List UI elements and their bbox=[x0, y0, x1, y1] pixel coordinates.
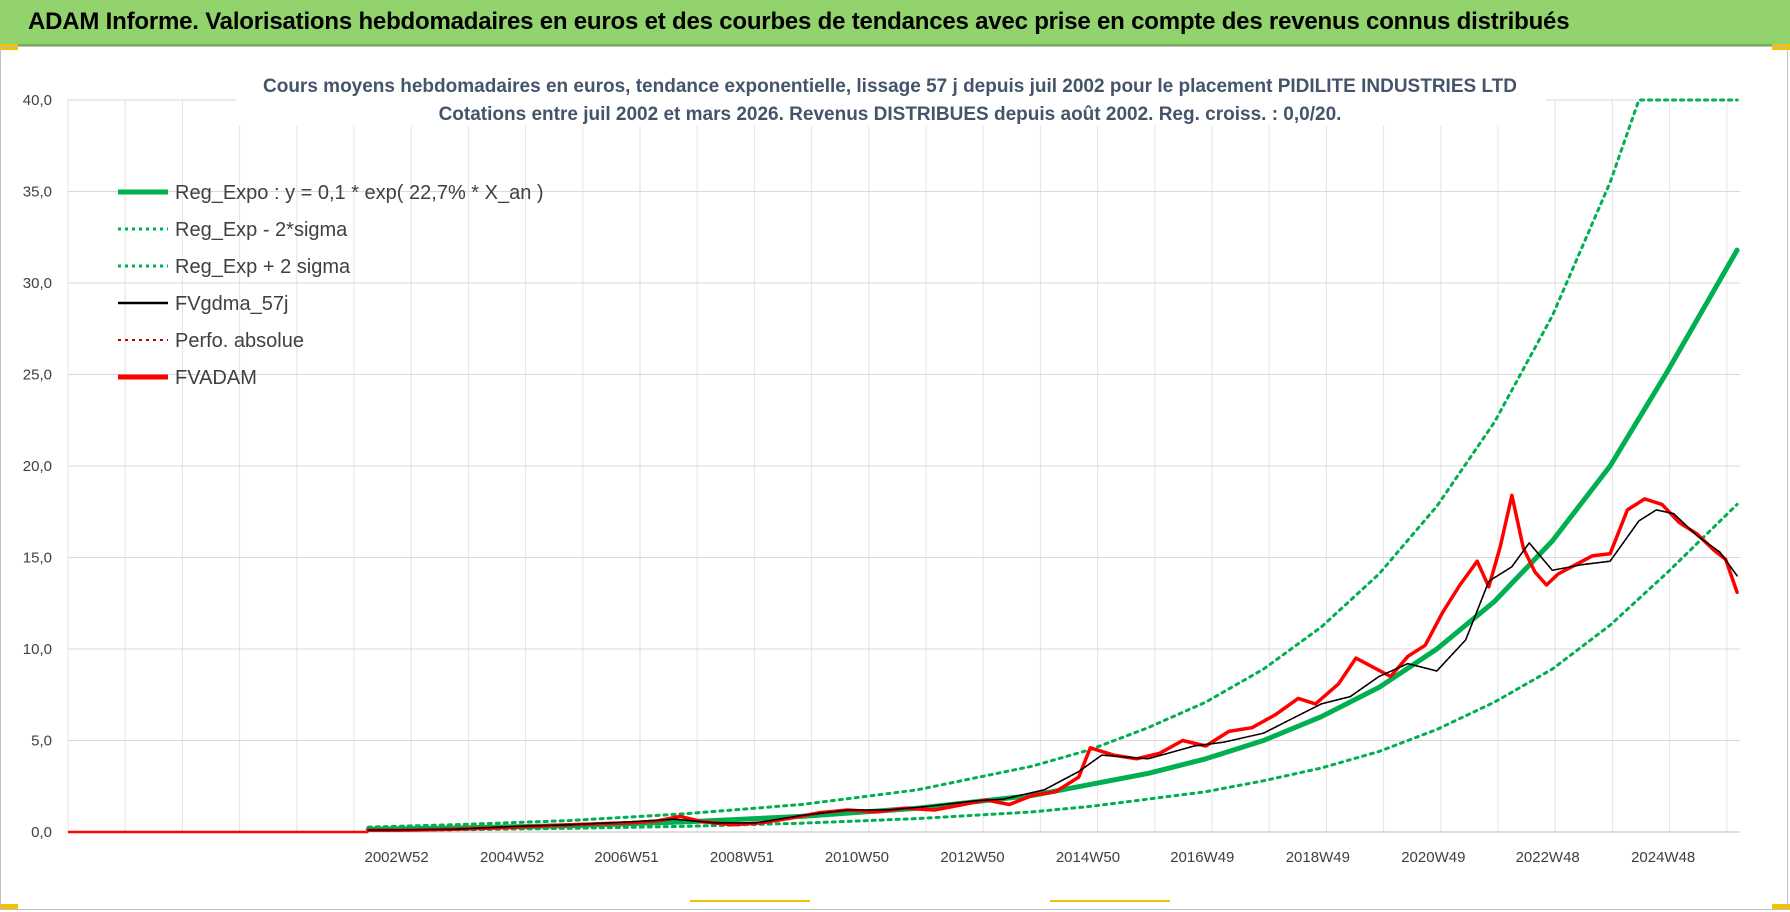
y-tick-label: 20,0 bbox=[23, 458, 52, 475]
x-tick-label: 2002W52 bbox=[365, 849, 429, 866]
chart-title-line2: Cotations entre juil 2002 et mars 2026. … bbox=[439, 104, 1342, 125]
x-tick-label: 2018W49 bbox=[1286, 849, 1350, 866]
x-tick-label: 2016W49 bbox=[1170, 849, 1234, 866]
corner-mark-left bbox=[0, 44, 18, 50]
y-tick-label: 0,0 bbox=[31, 824, 52, 841]
series-line-reg-exp-2-sigma bbox=[366, 98, 1739, 829]
series-line-fvgdma-57j bbox=[367, 509, 1738, 831]
legend-label-fvadam: FVADAM bbox=[175, 367, 257, 389]
x-tick-label: 2008W51 bbox=[710, 849, 774, 866]
series-line-reg-exp-2-sigma bbox=[366, 502, 1739, 832]
report-title: ADAM Informe. Valorisations hebdomadaire… bbox=[28, 8, 1570, 35]
corner-mark-right bbox=[1772, 44, 1790, 50]
y-tick-label: 35,0 bbox=[23, 184, 52, 201]
corner-mark-bottom-left bbox=[0, 904, 18, 910]
x-tick-label: 2024W48 bbox=[1631, 849, 1695, 866]
legend-label-trend: Reg_Expo : y = 0,1 * exp( 22,7% * X_an ) bbox=[175, 182, 544, 204]
chart-frame bbox=[0, 46, 1788, 910]
y-tick-label: 15,0 bbox=[23, 550, 52, 567]
x-tick-label: 2014W50 bbox=[1056, 849, 1120, 866]
report-header: ADAM Informe. Valorisations hebdomadaire… bbox=[0, 0, 1790, 46]
chart-title-line1: Cours moyens hebdomadaires en euros, ten… bbox=[263, 76, 1517, 97]
legend-label-perfo: Perfo. absolue bbox=[175, 330, 304, 352]
chart-title-background bbox=[236, 70, 1546, 126]
x-tick-label: 2006W51 bbox=[594, 849, 658, 866]
legend-label-high: Reg_Exp + 2 sigma bbox=[175, 256, 351, 278]
legend-label-low: Reg_Exp - 2*sigma bbox=[175, 219, 348, 241]
series-line-reg-expo bbox=[365, 247, 1740, 832]
x-tick-label: 2022W48 bbox=[1516, 849, 1580, 866]
legend-label-gdma: FVgdma_57j bbox=[175, 293, 288, 315]
x-tick-label: 2020W49 bbox=[1401, 849, 1465, 866]
y-tick-label: 5,0 bbox=[31, 733, 52, 750]
x-tick-label: 2012W50 bbox=[940, 849, 1004, 866]
y-tick-label: 40,0 bbox=[23, 92, 52, 109]
bottom-accent-2 bbox=[1050, 900, 1170, 902]
corner-mark-bottom-right bbox=[1772, 904, 1790, 910]
x-tick-label: 2010W50 bbox=[825, 849, 889, 866]
y-tick-label: 30,0 bbox=[23, 275, 52, 292]
bottom-accent-1 bbox=[690, 900, 810, 902]
y-tick-label: 10,0 bbox=[23, 641, 52, 658]
x-tick-label: 2004W52 bbox=[480, 849, 544, 866]
y-tick-label: 25,0 bbox=[23, 367, 52, 384]
